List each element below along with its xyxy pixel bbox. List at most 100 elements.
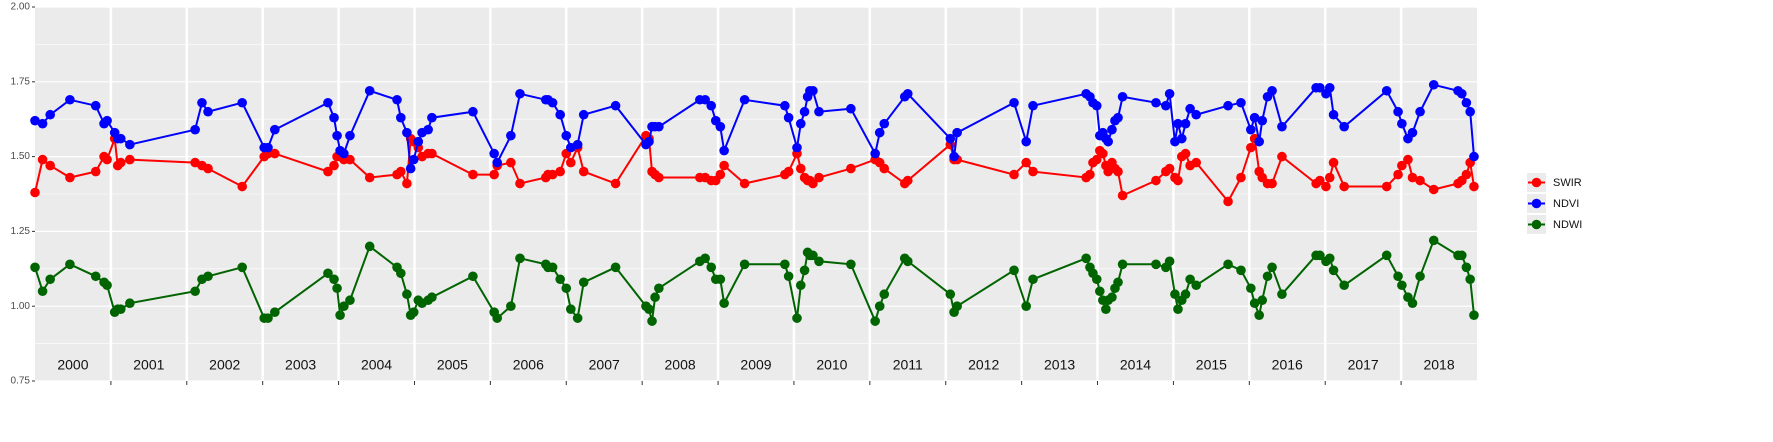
data-point <box>1461 97 1472 108</box>
data-point <box>1021 136 1031 147</box>
data-point <box>783 166 794 177</box>
data-point <box>1381 181 1392 192</box>
data-point <box>489 148 499 159</box>
data-point <box>739 178 750 189</box>
data-point <box>814 106 824 117</box>
data-point <box>515 88 525 99</box>
data-point <box>1091 100 1102 111</box>
data-point <box>1457 88 1467 99</box>
data-point <box>237 97 247 108</box>
data-point <box>719 145 729 156</box>
data-point <box>364 172 375 183</box>
data-point <box>902 175 913 186</box>
data-point <box>1254 310 1264 320</box>
data-point <box>125 154 135 165</box>
data-point <box>1249 112 1260 123</box>
data-point <box>654 172 664 183</box>
y-tick-label: 1.00 <box>11 301 31 312</box>
year-label: 2013 <box>1044 357 1075 373</box>
data-point <box>263 313 273 323</box>
data-point <box>329 160 339 171</box>
data-point <box>1164 163 1175 174</box>
data-point <box>578 109 589 120</box>
data-point <box>783 271 794 282</box>
data-point <box>870 148 880 159</box>
data-point <box>555 166 565 177</box>
data-point <box>610 100 621 111</box>
data-point <box>644 304 654 314</box>
data-point <box>700 94 710 105</box>
data-point <box>1457 250 1467 261</box>
data-point <box>902 88 913 99</box>
data-point <box>468 106 478 117</box>
data-point <box>1191 157 1201 168</box>
data-point <box>90 100 101 111</box>
data-point <box>846 103 856 114</box>
data-point <box>1009 169 1019 180</box>
data-point <box>190 124 200 135</box>
data-point <box>203 106 213 117</box>
data-point <box>335 310 345 320</box>
data-point <box>1113 112 1123 123</box>
data-point <box>795 118 806 129</box>
y-tick-label: 0.75 <box>11 376 31 387</box>
data-point <box>1101 304 1111 314</box>
data-point <box>332 283 342 294</box>
data-point <box>1021 157 1031 168</box>
data-point <box>647 316 657 326</box>
data-point <box>468 169 478 180</box>
data-point <box>1191 109 1201 120</box>
year-label: 2012 <box>968 357 999 373</box>
data-point <box>402 127 412 138</box>
data-point <box>1164 88 1175 99</box>
legend-label: NDVI <box>1553 198 1579 210</box>
data-point <box>102 280 112 291</box>
data-point <box>1381 250 1392 261</box>
data-point <box>1236 97 1246 108</box>
data-point <box>1028 100 1038 111</box>
data-point <box>706 262 717 273</box>
data-point <box>65 172 75 183</box>
y-tick-label: 1.25 <box>11 226 31 237</box>
data-point <box>1381 85 1392 96</box>
data-point <box>1117 259 1128 270</box>
data-point <box>1249 298 1260 309</box>
data-point <box>402 289 412 300</box>
data-point <box>561 130 572 141</box>
data-point <box>1339 181 1349 192</box>
data-point <box>902 256 913 267</box>
data-point <box>1428 184 1439 195</box>
data-point <box>45 274 55 285</box>
data-point <box>715 169 726 180</box>
data-point <box>1117 190 1128 201</box>
data-point <box>492 157 502 168</box>
data-point <box>1324 82 1335 93</box>
data-point <box>37 118 48 129</box>
data-point <box>1469 151 1479 162</box>
data-point <box>1176 133 1187 144</box>
year-label: 2018 <box>1423 357 1454 373</box>
data-point <box>1098 148 1108 159</box>
data-point <box>715 274 726 285</box>
year-label: 2015 <box>1196 357 1227 373</box>
data-point <box>1397 280 1407 291</box>
data-point <box>1407 127 1418 138</box>
data-point <box>706 100 717 111</box>
data-point <box>808 85 818 96</box>
data-point <box>402 178 412 189</box>
data-point <box>1223 100 1233 111</box>
data-point <box>949 151 959 162</box>
data-point <box>1028 166 1038 177</box>
data-point <box>37 154 48 165</box>
data-point <box>1236 265 1246 276</box>
year-label: 2009 <box>740 357 771 373</box>
year-label: 2017 <box>1348 357 1379 373</box>
data-point <box>1236 172 1246 183</box>
data-point <box>197 97 207 108</box>
data-point <box>65 94 75 105</box>
data-point <box>1107 124 1117 135</box>
year-label: 2005 <box>437 357 468 373</box>
data-point <box>1223 259 1233 270</box>
data-point <box>492 313 502 323</box>
